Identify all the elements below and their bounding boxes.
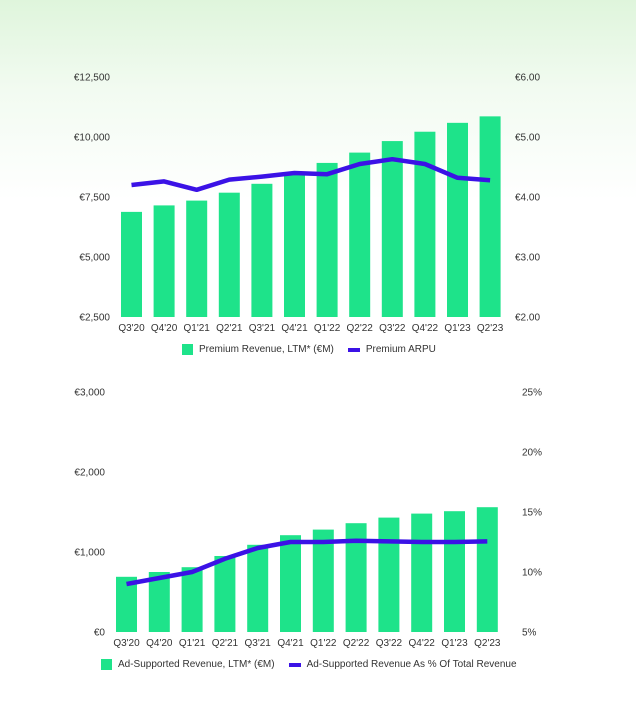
bar <box>411 513 433 632</box>
chart1-legend: Premium Revenue, LTM* (€M) Premium ARPU <box>182 344 450 355</box>
x-tick-label: Q2'22 <box>347 323 374 334</box>
bar <box>345 523 367 632</box>
x-tick-label: Q1'22 <box>310 638 337 649</box>
x-tick-label: Q2'21 <box>212 638 239 649</box>
bar <box>148 572 170 632</box>
bar <box>312 529 334 632</box>
x-tick-label: Q3'22 <box>379 323 406 334</box>
chart2-legend-bar: Ad-Supported Revenue, LTM* (€M) <box>101 659 275 670</box>
y-right-tick-label: €5.00 <box>515 133 540 144</box>
bar <box>280 535 301 632</box>
x-tick-label: Q3'22 <box>376 638 403 649</box>
chart2-legend: Ad-Supported Revenue, LTM* (€M) Ad-Suppo… <box>101 659 531 670</box>
y-left-tick-label: €5,000 <box>79 253 110 264</box>
chart1-legend-line-label: Premium ARPU <box>365 344 436 355</box>
legend-bar-swatch <box>101 659 112 670</box>
bar <box>447 122 468 317</box>
x-tick-label: Q2'23 <box>474 638 501 649</box>
x-tick-label: Q2'21 <box>216 323 243 334</box>
chart2-legend-line: Ad-Supported Revenue As % Of Total Reven… <box>288 659 517 670</box>
bar <box>181 567 203 632</box>
x-tick-label: Q1'22 <box>314 323 341 334</box>
x-tick-label: Q4'22 <box>409 638 436 649</box>
x-tick-label: Q3'21 <box>249 323 276 334</box>
x-tick-label: Q1'23 <box>444 323 471 334</box>
y-left-tick-label: €1,000 <box>74 548 105 559</box>
bar <box>251 183 273 317</box>
bar <box>116 576 137 632</box>
x-tick-label: Q2'22 <box>343 638 370 649</box>
y-left-tick-label: €2,500 <box>79 313 110 324</box>
chart1-legend-line: Premium ARPU <box>347 344 436 355</box>
y-left-tick-label: €3,000 <box>74 388 105 399</box>
bar <box>214 556 236 632</box>
y-right-tick-label: 20% <box>522 448 542 459</box>
legend-line-swatch <box>347 347 360 352</box>
chart1-legend-bar: Premium Revenue, LTM* (€M) <box>182 344 334 355</box>
y-right-tick-label: €3.00 <box>515 253 540 264</box>
bar <box>414 131 436 317</box>
bar <box>349 152 371 317</box>
legend-bar-swatch <box>182 344 193 355</box>
y-right-tick-label: €6.00 <box>515 73 540 84</box>
series-line <box>131 156 491 193</box>
bar <box>247 544 269 632</box>
chart2-legend-bar-label: Ad-Supported Revenue, LTM* (€M) <box>118 659 275 670</box>
bar <box>218 192 240 317</box>
bar <box>378 517 400 632</box>
x-tick-label: Q1'21 <box>179 638 206 649</box>
y-left-tick-label: €2,000 <box>74 468 105 479</box>
y-left-tick-label: €12,500 <box>74 73 111 84</box>
y-right-tick-label: 25% <box>522 388 542 399</box>
bar <box>381 141 403 317</box>
y-right-tick-label: 5% <box>522 628 537 639</box>
x-tick-label: Q1'23 <box>441 638 468 649</box>
y-right-tick-label: 10% <box>522 568 542 579</box>
x-tick-label: Q3'21 <box>245 638 272 649</box>
x-tick-label: Q4'21 <box>277 638 304 649</box>
x-tick-label: Q2'23 <box>477 323 504 334</box>
bar <box>444 511 465 632</box>
chart1-legend-bar-label: Premium Revenue, LTM* (€M) <box>199 344 334 355</box>
x-tick-label: Q1'21 <box>184 323 211 334</box>
x-tick-label: Q4'21 <box>281 323 308 334</box>
x-tick-label: Q4'20 <box>151 323 178 334</box>
bar <box>284 174 305 317</box>
bar <box>316 162 338 317</box>
y-left-tick-label: €0 <box>94 628 106 639</box>
chart2-legend-line-label: Ad-Supported Revenue As % Of Total Reven… <box>306 659 517 670</box>
y-right-tick-label: 15% <box>522 508 542 519</box>
y-left-tick-label: €10,000 <box>74 133 111 144</box>
y-left-tick-label: €7,500 <box>79 193 110 204</box>
bar <box>479 116 501 317</box>
x-tick-label: Q3'20 <box>113 638 140 649</box>
y-right-tick-label: €4.00 <box>515 193 540 204</box>
bar <box>186 200 208 317</box>
series-line <box>126 538 488 587</box>
legend-line-swatch <box>288 662 301 667</box>
bar <box>121 211 142 317</box>
x-tick-label: Q4'22 <box>412 323 439 334</box>
y-right-tick-label: €2.00 <box>515 313 540 324</box>
bar <box>153 205 175 317</box>
bar <box>476 507 498 632</box>
x-tick-label: Q3'20 <box>118 323 145 334</box>
x-tick-label: Q4'20 <box>146 638 173 649</box>
